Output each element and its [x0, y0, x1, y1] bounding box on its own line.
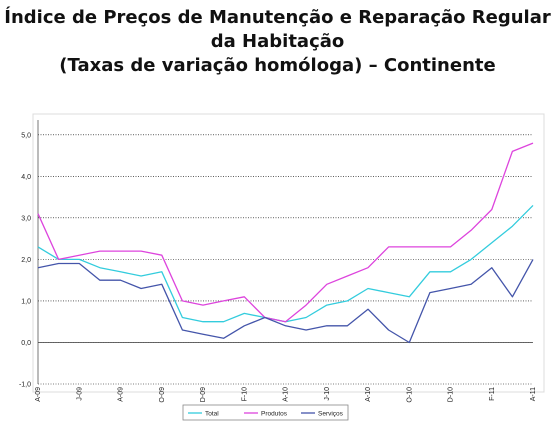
chart-title-line-1: Índice de Preços de Manutenção e Reparaç… [4, 7, 551, 28]
y-tick-label: 3,0 [21, 215, 31, 222]
chart-title-line-3: (Taxas de variação homóloga) – Continent… [59, 55, 496, 76]
axes: -1,0 0,0 1,0 2,0 3,0 4,0 5,0 A-09 J-09 A-09 O-09 D-… [19, 120, 537, 403]
y-tick-label: 0,0 [21, 340, 31, 347]
series-lines [37, 142, 534, 344]
y-tick-label: 2,0 [21, 257, 31, 264]
chart-border [32, 113, 545, 393]
y-tick-label: -1,0 [19, 382, 31, 389]
y-tick-label: 1,0 [21, 298, 31, 305]
x-tick-label: F-11 [489, 387, 496, 401]
legend-label: Total [205, 410, 219, 417]
series-line-produtos [37, 142, 534, 323]
chart-title: Índice de Preços de Manutenção e Reparaç… [0, 6, 555, 78]
x-tick-label: A-10 [283, 387, 290, 402]
x-tick-label: A-09 [118, 387, 125, 402]
legend: Total Produtos Serviços [182, 404, 349, 421]
x-tick-label: D-09 [200, 387, 207, 402]
series-line-servicos [37, 259, 534, 344]
x-tick-label: D-10 [448, 387, 455, 402]
x-tick-label: F-10 [241, 387, 248, 402]
x-tick-label: J-10 [324, 387, 331, 401]
y-tick-label: 5,0 [21, 132, 31, 139]
x-tick-label: J-09 [76, 387, 83, 401]
x-tick-label: A-11 [530, 387, 537, 401]
x-tick-label: O-10 [406, 387, 413, 403]
y-tick-label: 4,0 [21, 174, 31, 181]
legend-label: Produtos [261, 410, 288, 417]
x-tick-label: O-09 [159, 387, 166, 403]
legend-label: Serviços [318, 410, 344, 417]
plot-frame [32, 113, 545, 393]
chart-title-line-2: da Habitação [210, 31, 345, 52]
x-tick-label: A-10 [365, 387, 372, 402]
x-tick-label: A-09 [35, 387, 42, 402]
legend-box [182, 404, 349, 421]
